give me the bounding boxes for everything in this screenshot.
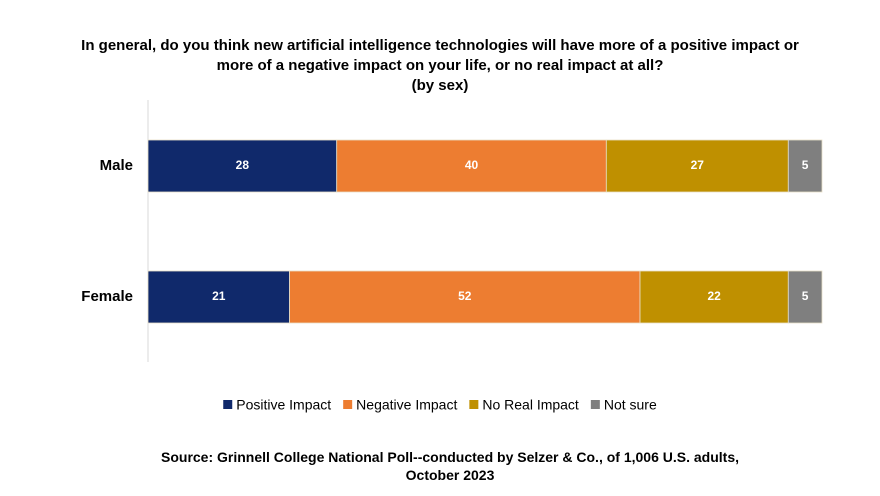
bar-segment (787, 139, 823, 193)
legend-swatch (469, 400, 479, 409)
legend-swatch (343, 400, 353, 409)
legend-label: Positive Impact (236, 397, 331, 413)
legend-label: Not sure (604, 397, 657, 413)
legend-swatch (223, 400, 233, 409)
value-label: 40 (465, 158, 479, 172)
bar-segment (787, 270, 823, 324)
chart-subtitle: (by sex) (411, 77, 469, 94)
bar-segment (289, 270, 641, 324)
source-note: Source: Grinnell College National Poll--… (161, 449, 739, 483)
legend-label: No Real Impact (482, 397, 579, 413)
y-tick-label: Female (81, 288, 133, 305)
bar-segment (639, 270, 789, 324)
chart-title: In general, do you think new artificial … (81, 37, 799, 74)
value-label: 27 (691, 158, 705, 172)
value-label: 5 (802, 289, 809, 303)
value-label: 52 (458, 289, 472, 303)
value-label: 22 (707, 289, 721, 303)
bar-segment (605, 139, 789, 193)
value-label: 5 (802, 158, 809, 172)
y-tick-label: Male (100, 157, 133, 174)
value-label: 21 (212, 289, 226, 303)
value-label: 28 (236, 158, 250, 172)
legend-swatch (590, 400, 600, 409)
bar-segment (336, 139, 607, 193)
legend-label: Negative Impact (356, 397, 457, 413)
bar-segment (147, 139, 338, 193)
